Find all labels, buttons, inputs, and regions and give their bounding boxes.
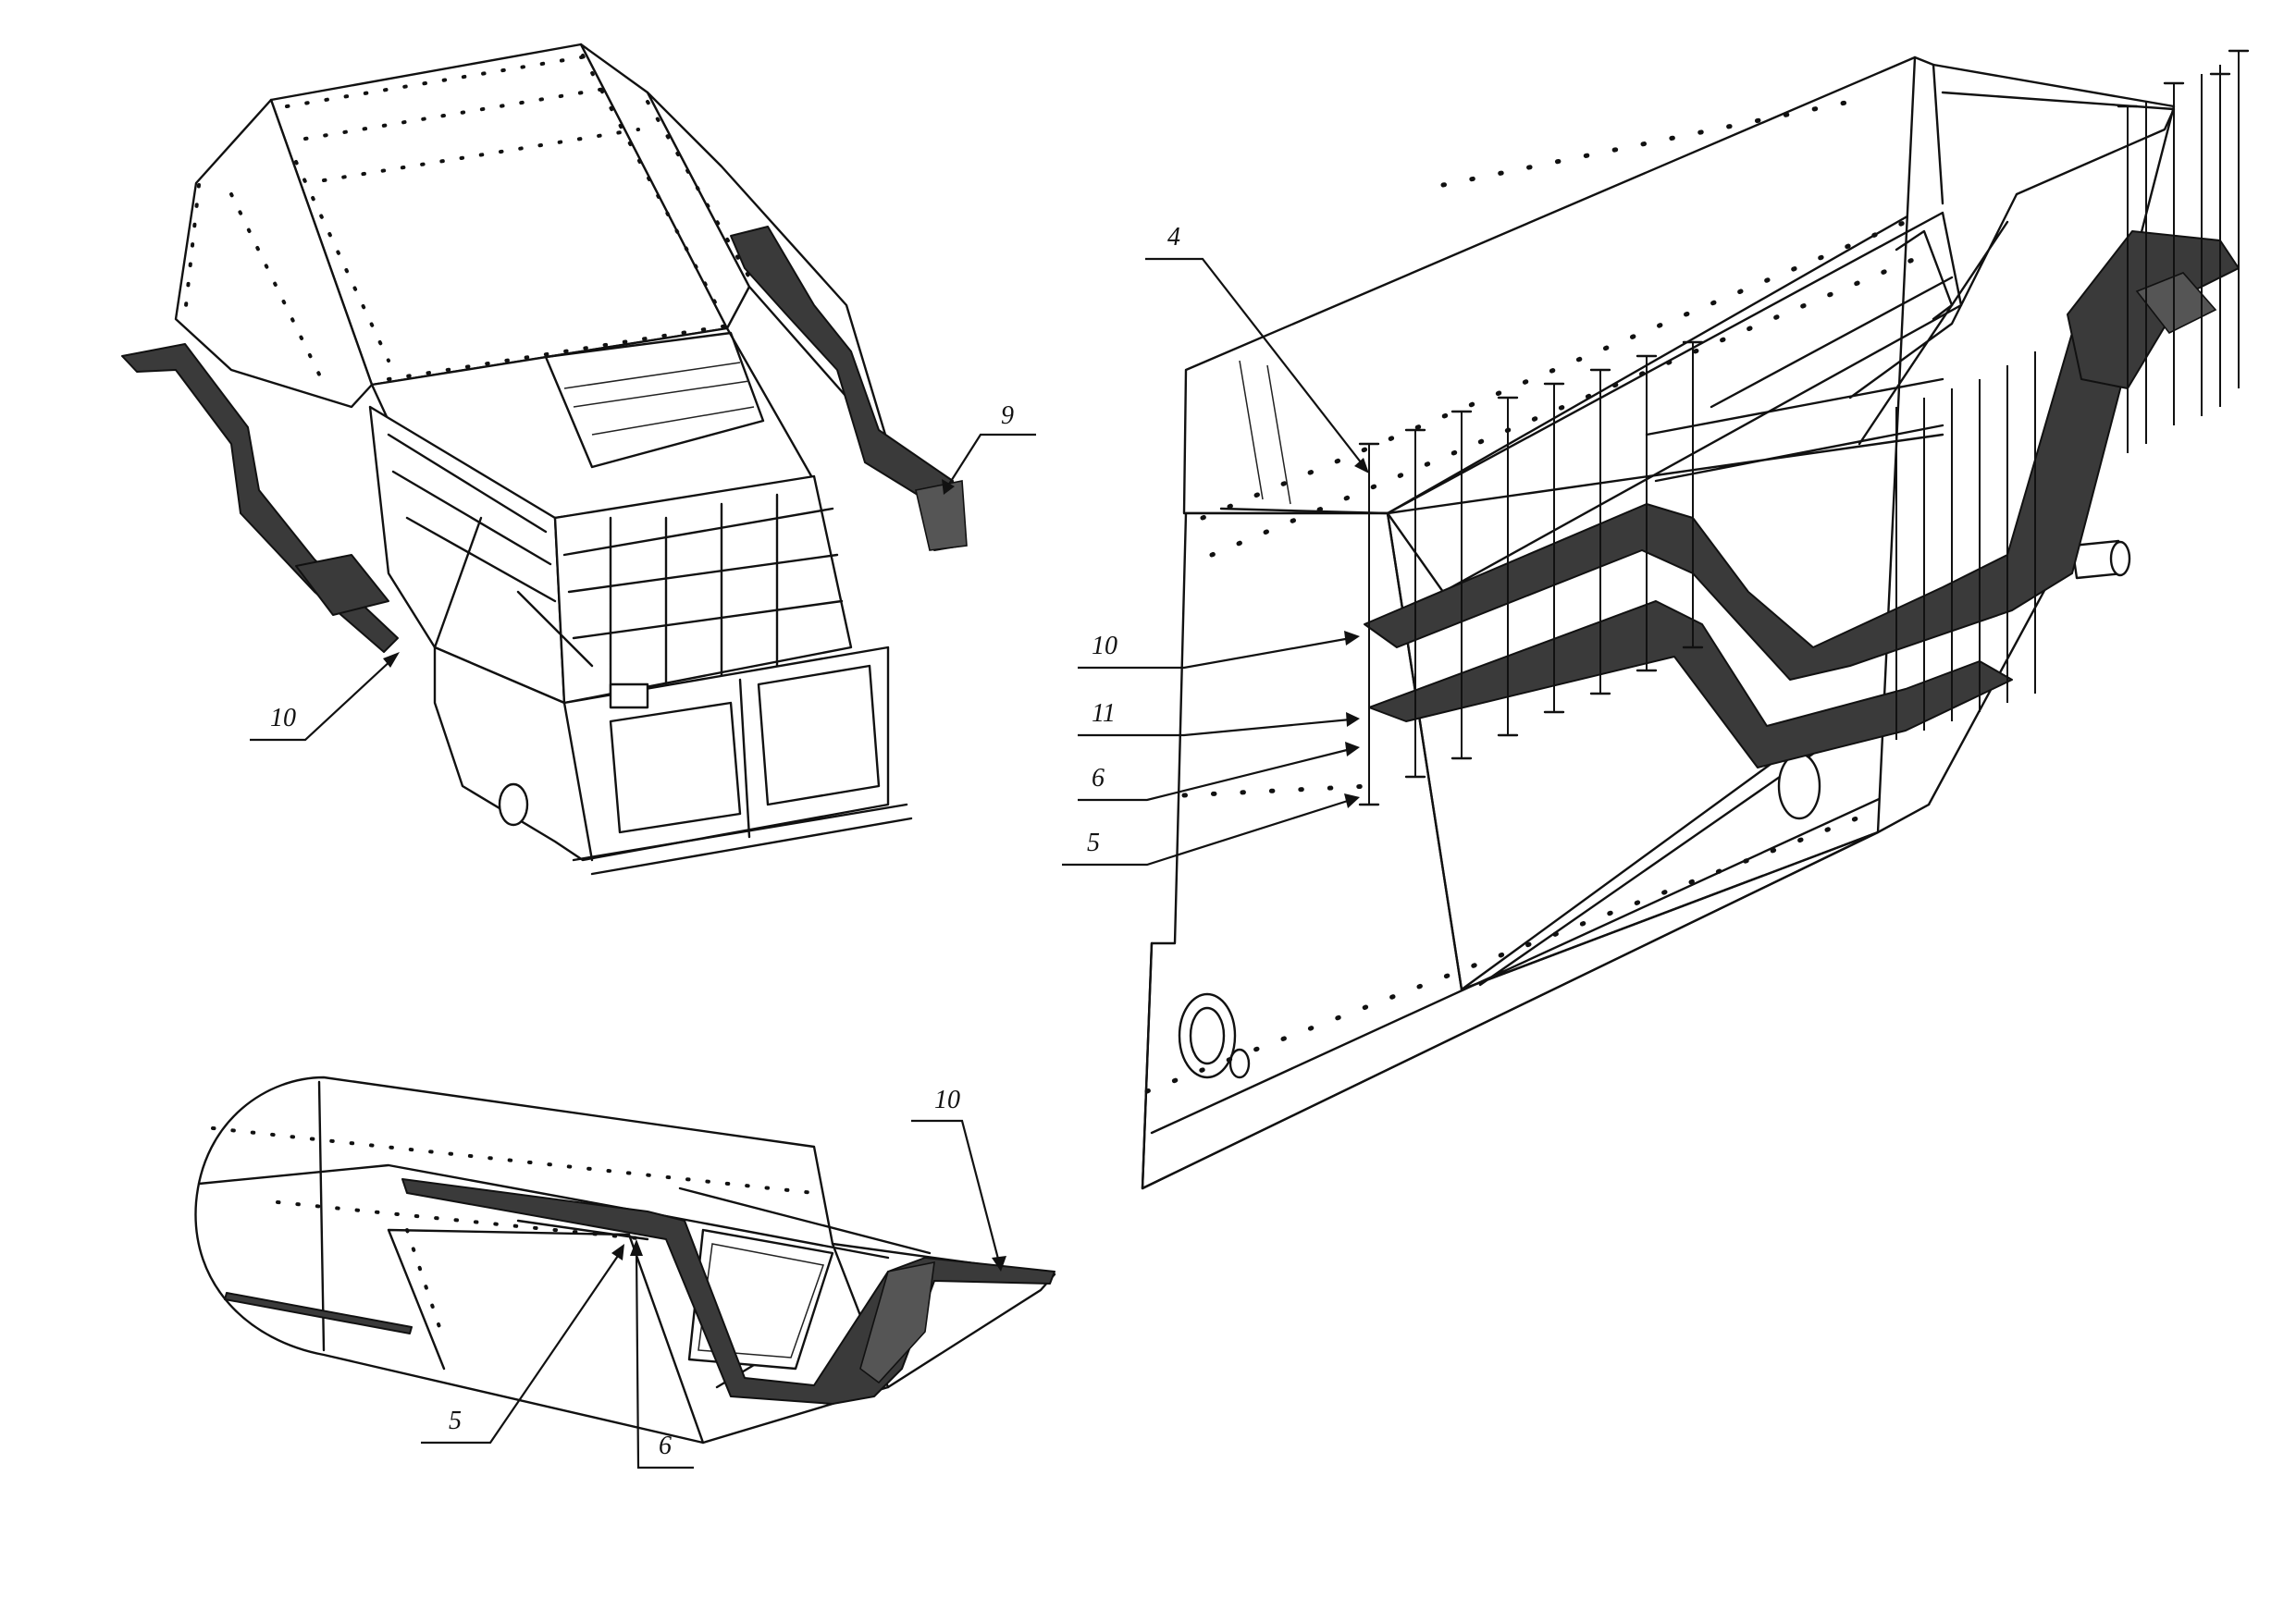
- side-rear-frame: [1219, 63, 2176, 515]
- cab-left-side-panel: [174, 98, 374, 409]
- leader-10-arrow: [992, 1256, 1006, 1272]
- callout-label: 10: [934, 1086, 960, 1114]
- cab-lower-front: [433, 646, 890, 862]
- leader-9: [947, 433, 1036, 486]
- callout-label: 6: [1092, 764, 1105, 793]
- side-inner-frame: [1386, 211, 1963, 594]
- side-small-port: [1228, 1048, 1251, 1079]
- detail-rivet-rows: [211, 1126, 816, 1343]
- side-round-port-inner: [1189, 1006, 1226, 1065]
- detail-seal-end: [859, 1260, 935, 1384]
- view-side-exploded: 4 10 11 6 5: [1062, 49, 2250, 1190]
- callout-label: 9: [1001, 401, 1014, 430]
- cab-rivet-rows: [183, 54, 751, 386]
- callout-label: 11: [1092, 699, 1116, 728]
- detail-side-bar: [224, 1292, 413, 1334]
- leader-6-arrow: [1345, 742, 1360, 756]
- cab-interior-struts: [387, 433, 844, 705]
- hatch-frame-bars: [563, 362, 755, 436]
- leader-4-arrow: [1354, 458, 1369, 473]
- leader-6-arrow: [630, 1239, 643, 1256]
- callout-label: 5: [1087, 829, 1100, 857]
- leader-5-arrow: [1344, 793, 1360, 808]
- leader-4: [1145, 257, 1365, 468]
- leader-10-arrow: [383, 652, 400, 668]
- leader-5: [1062, 798, 1352, 867]
- leader-10: [1078, 636, 1352, 670]
- leader-9-arrow: [942, 479, 955, 495]
- leader-10: [250, 658, 394, 742]
- exploded-bolts: [1358, 49, 2250, 806]
- side-rivet-rows: [1144, 99, 1918, 1094]
- leader-11: [1078, 718, 1352, 737]
- leader-10: [911, 1119, 1001, 1263]
- side-rear-port: [1777, 752, 1821, 820]
- side-upper-panel: [1182, 55, 1940, 515]
- side-lower-skin: [1141, 511, 1931, 1190]
- roof-hatch-opening: [544, 331, 765, 469]
- leader-11-arrow: [1346, 712, 1360, 727]
- cab-side-port: [498, 782, 529, 827]
- side-pipe-end: [2109, 540, 2131, 577]
- view-detail-underside: 10 5 6: [194, 1076, 1056, 1469]
- view-cab-isometric: 9 10: [121, 43, 1036, 876]
- leader-6: [635, 1248, 694, 1469]
- leader-5: [421, 1252, 621, 1445]
- callout-label: 6: [659, 1432, 672, 1460]
- left-trim-strip-lower: [295, 554, 389, 616]
- cab-step-block: [609, 682, 649, 709]
- leader-10-arrow: [1344, 631, 1360, 646]
- side-stiffener: [1239, 360, 1291, 505]
- callout-label: 4: [1167, 223, 1180, 252]
- callout-label: 5: [449, 1407, 462, 1435]
- seal-strip-rear-tail: [2135, 272, 2217, 335]
- callout-label: 10: [1092, 632, 1117, 660]
- cab-lower-details: [562, 664, 913, 876]
- callout-label: 10: [270, 704, 296, 732]
- leader-6: [1078, 747, 1352, 802]
- seal-strip-lower: [1368, 600, 2013, 768]
- right-trim-end: [915, 480, 968, 551]
- leader-5-arrow: [611, 1244, 624, 1260]
